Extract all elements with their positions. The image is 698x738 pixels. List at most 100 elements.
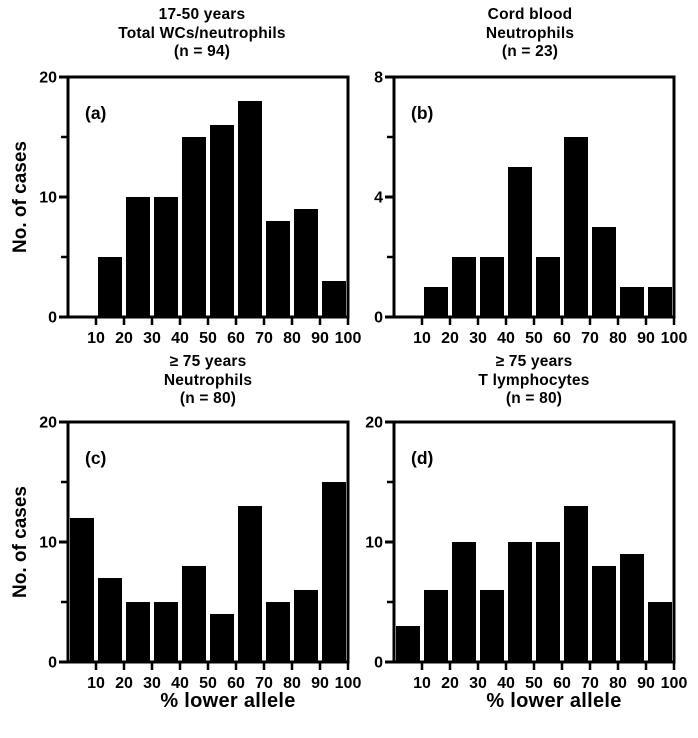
histogram-bar [564,506,588,662]
x-tick-label: 70 [581,330,599,347]
x-tick-label: 70 [255,675,273,692]
x-axis-label-right: % lower allele [486,690,622,712]
histogram-bar [620,554,644,662]
y-tick-label: 20 [39,415,57,432]
histogram-bar [294,209,318,317]
histogram-bar [322,482,346,662]
x-tick-label: 100 [335,675,362,692]
histogram-bar [238,101,262,317]
histogram-bar [154,602,178,662]
panel-b-title: Cord blood Neutrophils (n = 23) [360,6,698,62]
x-tick-label: 100 [335,330,362,347]
histogram-bar [480,590,504,662]
histogram-bar [648,602,672,662]
panel-c-title: ≥ 75 years Neutrophils (n = 80) [38,353,378,409]
panel-d-histogram: 0 10 20 10 20 30 40 50 60 70 80 90 100 (d) [365,415,687,693]
histogram-bar [70,518,94,662]
x-tick-label: 60 [553,675,571,692]
x-tick-label: 50 [199,330,217,347]
x-tick-label: 10 [87,330,105,347]
panel-a-histogram: 0 10 20 10 20 30 40 50 60 70 80 90 100 (a) [39,70,361,348]
x-tick-label: 90 [637,330,655,347]
x-tick-label: 100 [661,675,688,692]
y-tick-label: 20 [365,415,383,432]
histogram-bar [452,257,476,317]
panel-c-title-line-3: (n = 80) [179,390,237,407]
panel-b-title-line-3: (n = 23) [501,43,559,60]
x-tick-label: 20 [115,675,133,692]
panel-a-title-line-3: (n = 94) [173,43,231,60]
x-tick-label: 50 [525,330,543,347]
panel-b-histogram: 0 4 8 10 20 30 40 50 60 70 80 90 100 (b) [374,70,687,348]
panel-b-title-line-1: Cord blood [487,6,573,23]
histogram-bar [536,257,560,317]
histogram-bar [266,602,290,662]
panel-d-title: ≥ 75 years T lymphocytes (n = 80) [364,353,698,409]
y-tick-label: 0 [374,310,383,327]
histogram-bar [508,542,532,662]
panel-d-title-line-2: T lymphocytes [478,371,590,389]
x-tick-label: 30 [143,675,161,692]
panel-b-title-line-2: Neutrophils [485,24,575,42]
x-tick-label: 80 [283,675,301,692]
x-tick-label: 90 [311,330,329,347]
panel-letter: (b) [411,103,433,123]
y-tick-label: 0 [48,655,57,672]
x-tick-label: 40 [497,675,515,692]
histogram-bar [238,506,262,662]
x-tick-label: 10 [413,675,431,692]
x-tick-label: 20 [115,330,133,347]
histogram-bar [564,137,588,317]
x-tick-label: 10 [87,675,105,692]
x-tick-label: 50 [525,675,543,692]
histogram-bar [592,566,616,662]
histogram-bar [620,287,644,317]
x-tick-label: 40 [171,330,189,347]
x-tick-label: 30 [143,330,161,347]
histogram-bar [182,566,206,662]
histogram-bar [592,227,616,317]
y-tick-label: 10 [39,535,57,552]
x-tick-label: 30 [469,330,487,347]
panel-letter: (d) [411,448,433,468]
histogram-bar [126,602,150,662]
panel-a-title-line-1: 17-50 years [158,6,246,23]
histogram-bar [210,614,234,662]
y-tick-label: 10 [39,190,57,207]
histogram-bar [210,125,234,317]
panel-c-histogram: 0 10 20 10 20 30 40 50 60 70 80 90 100 (c) [39,415,361,693]
x-tick-label: 40 [497,330,515,347]
x-tick-label: 40 [171,675,189,692]
histogram-bar [126,197,150,317]
panel-a-title: 17-50 years Total WCs/neutrophils (n = 9… [32,6,372,62]
plot-frame [392,75,676,319]
histogram-bar [424,287,448,317]
y-tick-label: 0 [48,310,57,327]
x-tick-label: 60 [227,675,245,692]
x-tick-label: 30 [469,675,487,692]
x-tick-label: 50 [199,675,217,692]
x-tick-label: 90 [637,675,655,692]
x-tick-label: 60 [553,330,571,347]
x-tick-label: 10 [413,330,431,347]
panel-c-title-line-1: ≥ 75 years [169,353,247,370]
y-tick-label: 10 [365,535,383,552]
x-tick-label: 70 [581,675,599,692]
histogram-bar [536,542,560,662]
histogram-bar [480,257,504,317]
histogram-bar [452,542,476,662]
histogram-bar [154,197,178,317]
panel-a-title-line-2: Total WCs/neutrophils [118,24,286,42]
histogram-bar [322,281,346,317]
histogram-bar [648,287,672,317]
y-tick-label: 8 [374,70,383,87]
y-tick-label: 0 [374,655,383,672]
x-tick-label: 80 [609,675,627,692]
histogram-bar [98,257,122,317]
x-tick-label: 70 [255,330,273,347]
histogram-bar [266,221,290,317]
panel-d-title-line-1: ≥ 75 years [495,353,573,370]
x-tick-label: 80 [283,330,301,347]
panel-letter: (a) [85,103,106,123]
